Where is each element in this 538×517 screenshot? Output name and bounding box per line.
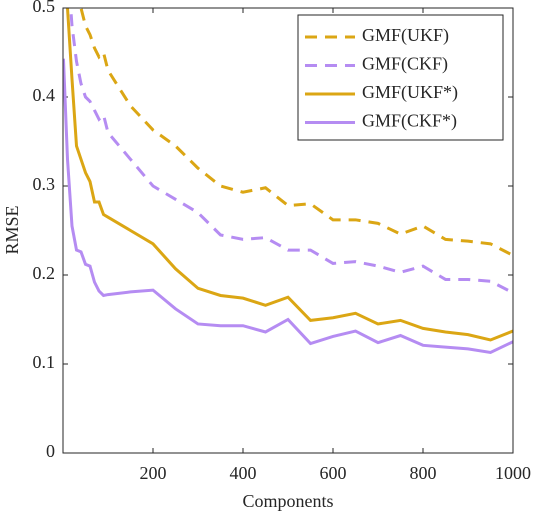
legend-label: GMF(UKF*) <box>362 82 458 103</box>
y-tick-label: 0 <box>46 441 55 461</box>
series-line <box>65 8 513 342</box>
y-tick-label: 0.5 <box>33 0 56 16</box>
axes-box <box>62 7 514 454</box>
series-line <box>69 8 513 295</box>
legend-label: GMF(CKF*) <box>362 111 457 132</box>
x-tick-label: 400 <box>230 463 257 483</box>
legend-label: GMF(UKF) <box>362 25 449 46</box>
x-tick-label: 800 <box>410 463 437 483</box>
y-axis-label: RMSE <box>2 205 22 254</box>
y-tick-label: 0.3 <box>33 174 56 194</box>
y-tick-label: 0.1 <box>33 352 56 372</box>
x-tick-label: 200 <box>140 463 167 483</box>
series-line <box>79 8 513 257</box>
x-tick-label: 600 <box>320 463 347 483</box>
series-line <box>63 58 513 354</box>
x-axis-label: Components <box>242 491 333 511</box>
x-tick-label: 1000 <box>495 463 531 483</box>
y-tick-label: 0.2 <box>33 263 56 283</box>
y-tick-label: 0.4 <box>33 85 56 105</box>
legend-label: GMF(CKF) <box>362 54 448 75</box>
